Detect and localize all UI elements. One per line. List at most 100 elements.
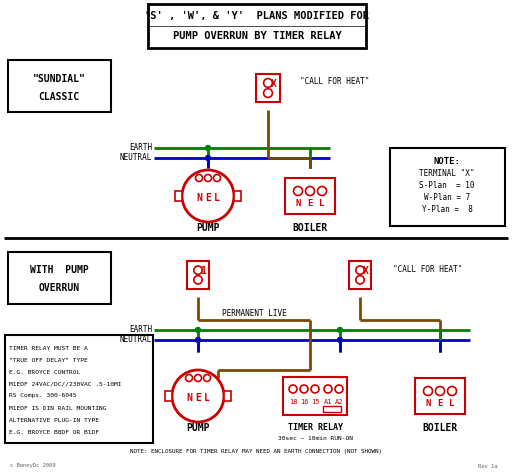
- Text: NOTE: ENCLOSURE FOR TIMER RELAY MAY NEED AN EARTH CONNECTION (NOT SHOWN): NOTE: ENCLOSURE FOR TIMER RELAY MAY NEED…: [130, 449, 382, 455]
- Bar: [148, 4, 366, 48]
- Text: N: N: [295, 199, 301, 208]
- Text: PUMP: PUMP: [186, 423, 210, 433]
- Text: RS Comps. 300-6045: RS Comps. 300-6045: [9, 394, 76, 398]
- Bar: [175, 191, 182, 201]
- Text: Rev 1a: Rev 1a: [479, 464, 498, 468]
- Bar: [234, 191, 241, 201]
- Circle shape: [204, 175, 211, 181]
- Text: W-Plan = 7: W-Plan = 7: [424, 194, 470, 202]
- Bar: [186, 261, 209, 288]
- Circle shape: [311, 385, 319, 393]
- Text: "TRUE OFF DELAY" TYPE: "TRUE OFF DELAY" TYPE: [9, 357, 88, 363]
- Text: WITH  PUMP: WITH PUMP: [30, 265, 89, 275]
- Text: N: N: [425, 399, 431, 408]
- Text: NEUTRAL: NEUTRAL: [120, 153, 152, 162]
- Text: A1: A1: [324, 399, 332, 405]
- Text: "SUNDIAL": "SUNDIAL": [33, 74, 86, 84]
- Text: OVERRUN: OVERRUN: [38, 283, 79, 293]
- Circle shape: [196, 337, 201, 343]
- Circle shape: [436, 387, 444, 396]
- Bar: [415, 378, 465, 414]
- Circle shape: [203, 375, 210, 381]
- Circle shape: [337, 337, 343, 343]
- Bar: [8, 60, 111, 112]
- Circle shape: [205, 146, 210, 150]
- Circle shape: [194, 276, 202, 284]
- Bar: [5, 335, 153, 443]
- Circle shape: [185, 375, 193, 381]
- Bar: [390, 148, 505, 226]
- Circle shape: [289, 385, 297, 393]
- Text: 1: 1: [201, 267, 206, 277]
- Text: N: N: [186, 393, 192, 403]
- Text: "CALL FOR HEAT": "CALL FOR HEAT": [393, 266, 462, 275]
- Circle shape: [182, 170, 234, 222]
- Bar: [349, 261, 371, 288]
- Text: E.G. BROYCE CONTROL: E.G. BROYCE CONTROL: [9, 369, 80, 375]
- Text: X: X: [271, 79, 277, 89]
- Bar: [256, 74, 280, 102]
- Circle shape: [337, 327, 343, 333]
- Text: 30sec ~ 10min RUN-ON: 30sec ~ 10min RUN-ON: [278, 436, 352, 440]
- Circle shape: [196, 327, 201, 333]
- Text: EARTH: EARTH: [129, 143, 152, 152]
- Text: M1EDF 24VAC/DC//230VAC .5-10MI: M1EDF 24VAC/DC//230VAC .5-10MI: [9, 381, 121, 387]
- Text: BOILER: BOILER: [292, 223, 328, 233]
- Circle shape: [264, 89, 272, 98]
- Bar: [323, 406, 341, 412]
- Text: M1EDF IS DIN RAIL MOUNTING: M1EDF IS DIN RAIL MOUNTING: [9, 406, 106, 410]
- Circle shape: [194, 266, 202, 274]
- Text: S-Plan  = 10: S-Plan = 10: [419, 181, 475, 190]
- Circle shape: [300, 385, 308, 393]
- Text: TERMINAL "X": TERMINAL "X": [419, 169, 475, 178]
- Bar: [283, 377, 347, 415]
- Circle shape: [324, 385, 332, 393]
- Text: TIMER RELAY: TIMER RELAY: [288, 424, 343, 433]
- Text: "CALL FOR HEAT": "CALL FOR HEAT": [300, 78, 369, 87]
- Text: L: L: [450, 399, 455, 408]
- Text: A2: A2: [335, 399, 343, 405]
- Text: L: L: [204, 393, 210, 403]
- Circle shape: [196, 175, 203, 181]
- Text: BOILER: BOILER: [422, 423, 458, 433]
- Bar: [285, 178, 335, 214]
- Text: EARTH: EARTH: [129, 326, 152, 335]
- Circle shape: [214, 175, 221, 181]
- Text: E: E: [307, 199, 313, 208]
- Text: c BennyDc 2009: c BennyDc 2009: [10, 464, 55, 468]
- Text: NOTE:: NOTE:: [434, 157, 460, 166]
- Circle shape: [293, 187, 303, 196]
- Text: NEUTRAL: NEUTRAL: [120, 336, 152, 345]
- Text: E.G. BROYCE B8DF OR B1DF: E.G. BROYCE B8DF OR B1DF: [9, 429, 99, 435]
- Text: CLASSIC: CLASSIC: [38, 92, 79, 102]
- Text: L: L: [214, 193, 220, 203]
- Circle shape: [356, 276, 364, 284]
- Text: 15: 15: [311, 399, 319, 405]
- Circle shape: [172, 370, 224, 422]
- Circle shape: [317, 187, 327, 196]
- Circle shape: [447, 387, 457, 396]
- Bar: [8, 252, 111, 304]
- Circle shape: [423, 387, 433, 396]
- Text: PERMANENT LIVE: PERMANENT LIVE: [222, 308, 286, 317]
- Text: Y-Plan =  8: Y-Plan = 8: [421, 206, 473, 215]
- Text: L: L: [319, 199, 325, 208]
- Bar: [165, 391, 172, 401]
- Text: E: E: [437, 399, 443, 408]
- Circle shape: [306, 187, 314, 196]
- Circle shape: [356, 266, 364, 274]
- Text: ALTERNATIVE PLUG-IN TYPE: ALTERNATIVE PLUG-IN TYPE: [9, 417, 99, 423]
- Text: N: N: [196, 193, 202, 203]
- Text: 16: 16: [300, 399, 308, 405]
- Text: E: E: [195, 393, 201, 403]
- Circle shape: [264, 79, 272, 87]
- Circle shape: [335, 385, 343, 393]
- Circle shape: [195, 375, 202, 381]
- Circle shape: [205, 156, 210, 160]
- Text: 'S' , 'W', & 'Y'  PLANS MODIFIED FOR: 'S' , 'W', & 'Y' PLANS MODIFIED FOR: [144, 11, 370, 21]
- Text: TIMER RELAY MUST BE A: TIMER RELAY MUST BE A: [9, 346, 88, 350]
- Text: E: E: [205, 193, 211, 203]
- Text: PUMP: PUMP: [196, 223, 220, 233]
- Text: X: X: [362, 267, 369, 277]
- Bar: [224, 391, 231, 401]
